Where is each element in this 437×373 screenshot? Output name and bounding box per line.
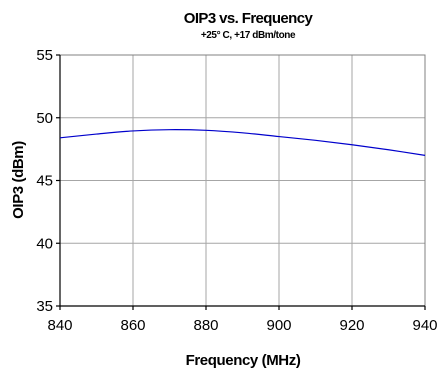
chart-title: OIP3 vs. Frequency	[184, 10, 314, 27]
oip3-series-line	[59, 129, 426, 156]
x-tick-label: 860	[120, 317, 145, 334]
x-tick-label: 900	[266, 317, 291, 334]
x-tick-label: 880	[193, 317, 218, 334]
y-tick-label: 35	[36, 298, 53, 315]
x-axis-label: Frequency (MHz)	[186, 352, 301, 369]
y-tick-labels: 35 40 45 50 55	[36, 47, 60, 315]
y-tick-label: 45	[36, 173, 53, 190]
x-tick-label: 940	[412, 317, 437, 334]
y-tick-label: 40	[36, 235, 53, 252]
grid-lines	[60, 55, 425, 306]
y-axis-label: OIP3 (dBm)	[10, 141, 27, 219]
y-tick-label: 55	[36, 47, 53, 64]
chart-subtitle: +25° C, +17 dBm/tone	[201, 30, 296, 41]
y-tick-label: 50	[36, 110, 53, 127]
x-tick-label: 840	[47, 317, 72, 334]
x-tick-label: 920	[339, 317, 364, 334]
series-layer	[59, 129, 426, 156]
x-tick-labels: 840 860 880 900 920 940	[47, 306, 437, 334]
